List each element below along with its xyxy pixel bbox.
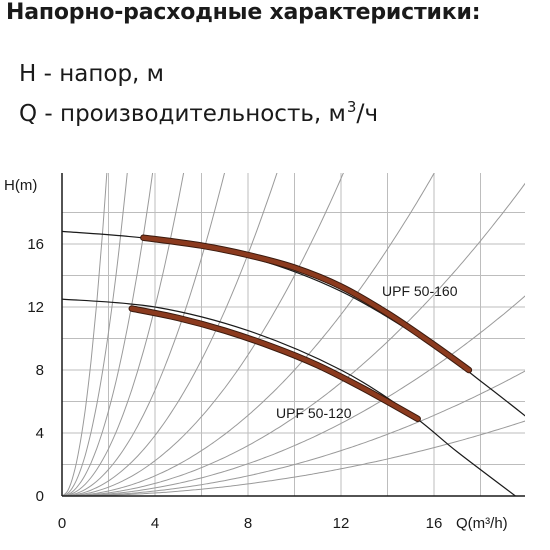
- series-line-outline: [140, 234, 473, 374]
- x-tick-label: 8: [244, 515, 252, 532]
- flow-unit-slash: /: [356, 99, 365, 127]
- y-tick-label: 16: [27, 236, 44, 253]
- y-axis-label: H(m): [4, 177, 37, 194]
- grid: [62, 173, 525, 496]
- series-line: [129, 306, 420, 422]
- system-curve: [62, 182, 525, 496]
- system-curve: [62, 173, 128, 496]
- y-tick-label: 12: [27, 299, 44, 316]
- x-tick-label: 12: [333, 515, 350, 532]
- x-axis-label: Q(m³/h): [456, 515, 508, 532]
- x-tick-label: 16: [426, 515, 443, 532]
- y-tick-label: 4: [36, 425, 44, 442]
- system-curve: [62, 173, 344, 496]
- system-curve: [62, 173, 278, 496]
- flow-unit-bottom: ч: [364, 101, 379, 127]
- x-tick-label: 4: [151, 515, 159, 532]
- flow-unit: 3/ч: [346, 98, 379, 127]
- series-lines: [128, 234, 473, 423]
- flow-unit-top: 3: [346, 98, 357, 116]
- flow-legend-text: Q - производительность, м: [19, 101, 346, 127]
- series-line: [141, 235, 472, 373]
- system-curve: [62, 173, 435, 496]
- system-curve: [62, 173, 108, 496]
- system-curve: [62, 173, 226, 496]
- system-curve: [62, 370, 525, 496]
- system-curve: [62, 173, 185, 496]
- x-tick-label: 0: [58, 515, 66, 532]
- series-label: UPF 50-120: [276, 405, 352, 421]
- flow-legend: Q - производительность, м3/ч: [19, 98, 378, 127]
- series-label: UPF 50-160: [382, 283, 458, 299]
- head-legend: H - напор, м: [19, 61, 165, 87]
- series-line-outline: [128, 305, 421, 423]
- chart-heading: Напорно-расходные характеристики:: [6, 0, 481, 25]
- y-tick-label: 0: [36, 488, 44, 505]
- max-curve: [62, 298, 516, 496]
- labels: 0 4 8 12 16 0 4 8 12 16 H(m) Q(m³/h) UPF 50-160 UPF 5…: [4, 177, 508, 532]
- system-curve: [62, 420, 525, 496]
- y-tick-label: 8: [36, 362, 44, 379]
- system-curve: [62, 173, 154, 496]
- axes: [61, 173, 525, 497]
